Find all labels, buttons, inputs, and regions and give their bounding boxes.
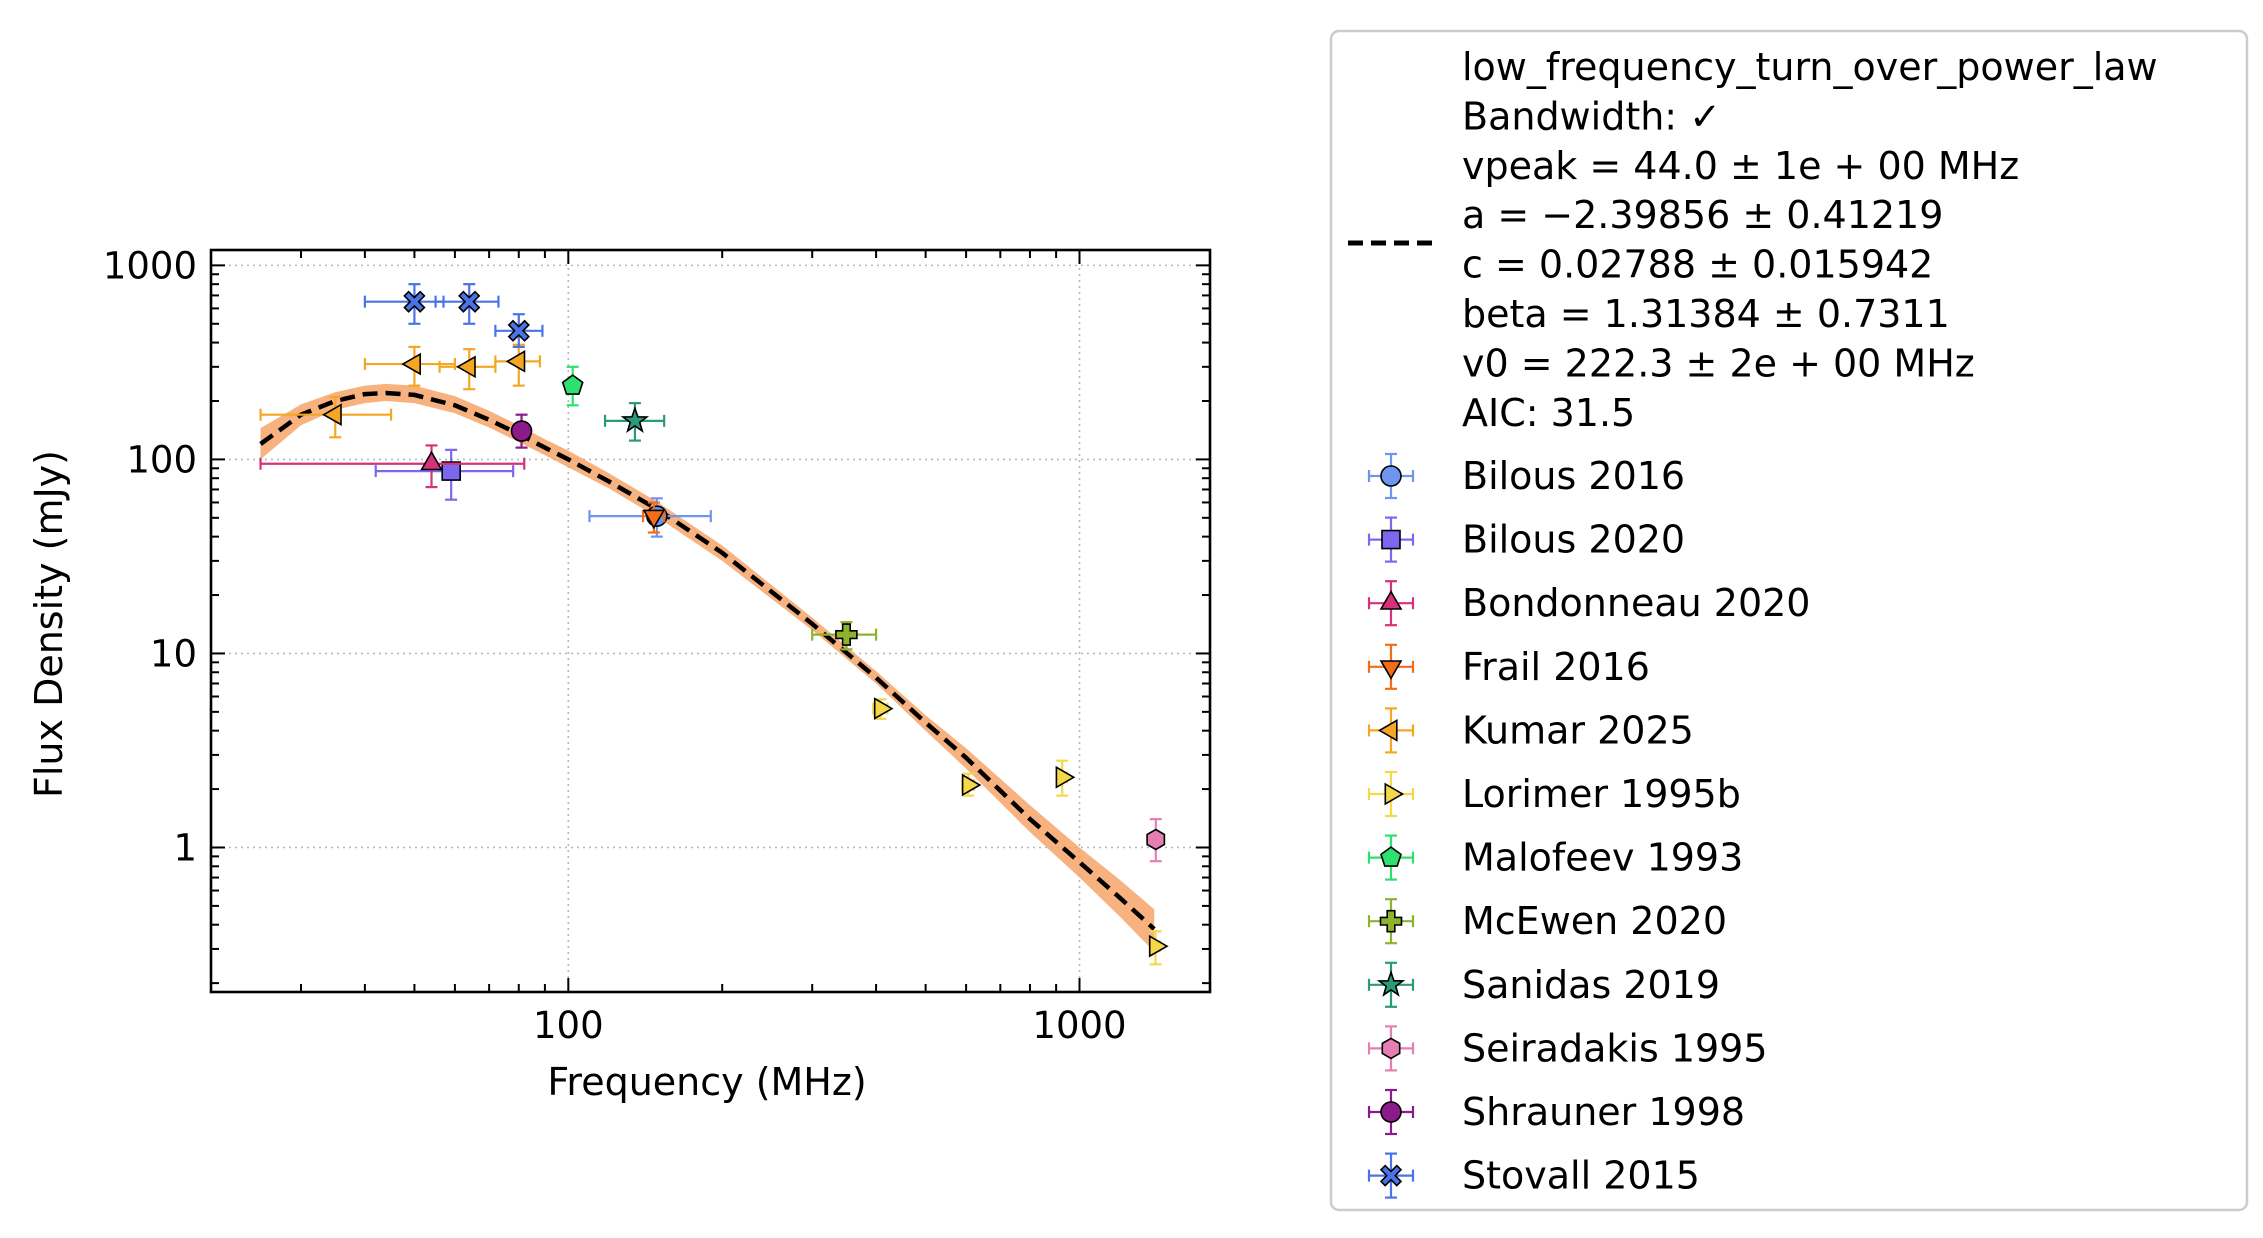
series-bondonneau-2020 [259,444,526,489]
legend-marker [1379,1164,1403,1187]
data-point [510,420,533,442]
series-sanidas-2019 [603,402,666,442]
legend-label: McEwen 2020 [1462,899,1727,943]
data-point [403,290,426,313]
data-point [420,450,443,471]
data-point [620,405,650,433]
legend-fit-label-line: beta = 1.31384 ± 0.7311 [1462,292,1950,336]
legend-label: Bilous 2016 [1462,454,1685,498]
legend-item: Bilous 2016 [1367,452,1685,500]
axes-frame [209,248,1212,994]
y-tick-label: 1000 [103,244,197,287]
legend-item: Seiradakis 1995 [1367,1025,1768,1072]
data-point [507,319,530,342]
legend-fit-label-line: AIC: 31.5 [1462,391,1635,435]
data-point [873,697,894,720]
legend-label: Shrauner 1998 [1462,1090,1745,1134]
y-axis-label: Flux Density (mJy) [27,450,71,798]
legend-box [1329,29,2249,1212]
data-point [961,773,982,797]
legend-marker [1380,1101,1402,1123]
legend-fit-label-line: a = −2.39856 ± 0.41219 [1462,193,1943,237]
x-tick-label: 100 [533,1004,604,1047]
fit-curve [259,390,1156,931]
legend-marker [1376,969,1406,997]
y-tick-label: 100 [126,438,197,481]
data-point [1055,765,1076,789]
legend-label: Bondonneau 2020 [1462,581,1810,625]
grid [211,250,1210,992]
series-shrauner-1998 [510,413,533,449]
series-lorimer-1995b [872,697,1169,966]
data-point [456,355,476,379]
legend-fit-label-line: vpeak = 44.0 ± 1e + 00 MHz [1462,144,2019,188]
series-frail-2016 [641,501,666,534]
series-bilous-2020 [374,448,515,501]
legend-item: McEwen 2020 [1367,898,1727,945]
legend-item: Sanidas 2019 [1367,961,1720,1008]
legend-marker [1377,719,1398,742]
legend-fit-label-line: low_frequency_turn_over_power_law [1462,45,2158,89]
data-point [835,623,858,646]
x-axis-label: Frequency (MHz) [547,1060,866,1104]
legend-item: Stovall 2015 [1367,1152,1700,1199]
data-point [642,509,666,530]
y-tick-label: 10 [150,632,197,675]
data-point [401,352,421,376]
legend-marker [1381,529,1401,550]
series-kumar-2025 [259,343,542,439]
legend-item: Bondonneau 2020 [1367,580,1810,627]
legend-marker [1379,590,1403,610]
legend-item: Lorimer 1995b [1367,770,1741,818]
data-point [441,461,461,481]
legend-label: Frail 2016 [1462,645,1650,689]
data-point [458,290,481,313]
series-malofeev-1993 [561,365,584,407]
y-tick-label: 1 [173,826,197,869]
legend-fit-label-line: v0 = 222.3 ± 2e + 00 MHz [1462,341,1975,385]
series-stovall-2015 [363,283,544,349]
x-tick-label: 1000 [1032,1004,1126,1047]
legend-item: Bilous 2020 [1367,516,1685,563]
legend-item: Shrauner 1998 [1367,1088,1745,1136]
legend-fit-label-line: c = 0.02788 ± 0.015942 [1462,243,1933,287]
data-point [322,403,342,426]
legend-item: Frail 2016 [1367,643,1650,690]
legend-marker [1384,782,1405,806]
legend-marker [1381,1037,1401,1060]
legend-marker [1380,846,1402,867]
legend-marker [1379,660,1403,680]
series-seiradakis-1995 [1146,818,1166,863]
legend-label: Kumar 2025 [1462,708,1694,752]
data-point [1146,828,1166,851]
series-mcewen-2020 [811,621,878,651]
data-point [505,350,526,373]
data-point [561,374,584,395]
legend-marker [1380,465,1402,487]
ticks: 100 1000 1 10 100 1000 [103,244,1210,1047]
legend-label: Sanidas 2019 [1462,963,1720,1007]
legend-label: Stovall 2015 [1462,1154,1700,1198]
legend-item: Kumar 2025 [1367,707,1694,754]
legend-marker [1379,909,1403,933]
legend-item: Malofeev 1993 [1367,834,1743,881]
fit-uncertainty-band [260,383,1155,952]
legend-label: Malofeev 1993 [1462,836,1743,880]
legend-label: Bilous 2020 [1462,518,1685,562]
legend: low_frequency_turn_over_power_law Bandwid… [1329,29,2249,1212]
legend-label: Lorimer 1995b [1462,772,1741,816]
plot-area [259,283,1169,966]
data-point [1148,934,1169,958]
legend-fit-label-line: Bandwidth: ✓ [1462,94,1721,138]
legend-label: Seiradakis 1995 [1462,1026,1768,1070]
